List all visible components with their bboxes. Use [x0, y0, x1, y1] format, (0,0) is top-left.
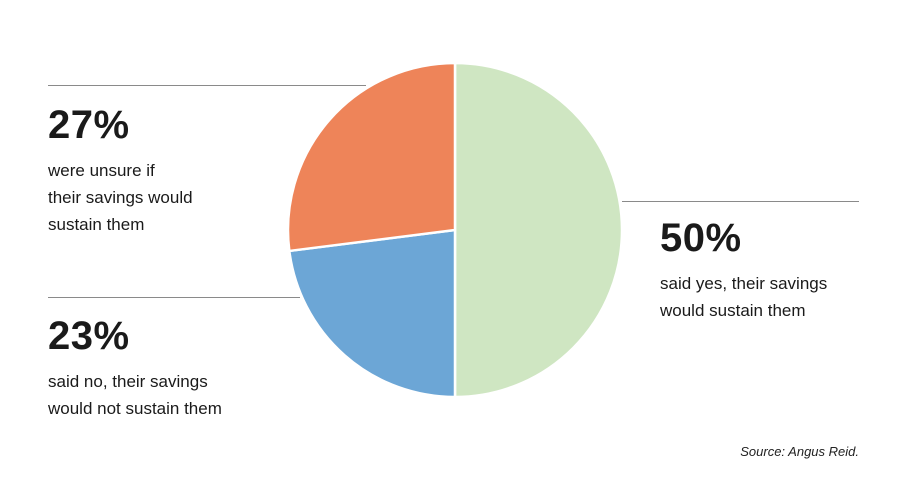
description-no-line: said no, their savings	[48, 372, 208, 391]
description-yes-line: would sustain them	[660, 301, 806, 320]
percent-label-unsure: 27%	[48, 103, 130, 147]
pie-slice-unsure	[286, 61, 457, 253]
callout-no: 23% said no, their savings would not sus…	[48, 316, 308, 422]
callout-rule-no	[48, 297, 300, 298]
description-unsure: were unsure if their savings would susta…	[48, 157, 308, 238]
description-yes: said yes, their savings would sustain th…	[660, 270, 890, 324]
source-note: Source: Angus Reid.	[740, 444, 859, 459]
pie-slice-no	[288, 228, 457, 399]
callout-rule-unsure	[48, 85, 366, 86]
description-unsure-line: their savings would	[48, 188, 193, 207]
callout-unsure: 27% were unsure if their savings would s…	[48, 105, 308, 238]
description-unsure-line: sustain them	[48, 215, 145, 234]
description-unsure-line: were unsure if	[48, 161, 155, 180]
description-no-line: would not sustain them	[48, 399, 222, 418]
callout-yes: 50% said yes, their savings would sustai…	[660, 218, 890, 324]
description-yes-line: said yes, their savings	[660, 274, 828, 293]
callout-rule-yes	[622, 201, 859, 202]
percent-label-no: 23%	[48, 314, 130, 358]
pie-slice-yes	[453, 61, 624, 399]
description-no: said no, their savings would not sustain…	[48, 368, 308, 422]
percent-label-yes: 50%	[660, 216, 742, 260]
